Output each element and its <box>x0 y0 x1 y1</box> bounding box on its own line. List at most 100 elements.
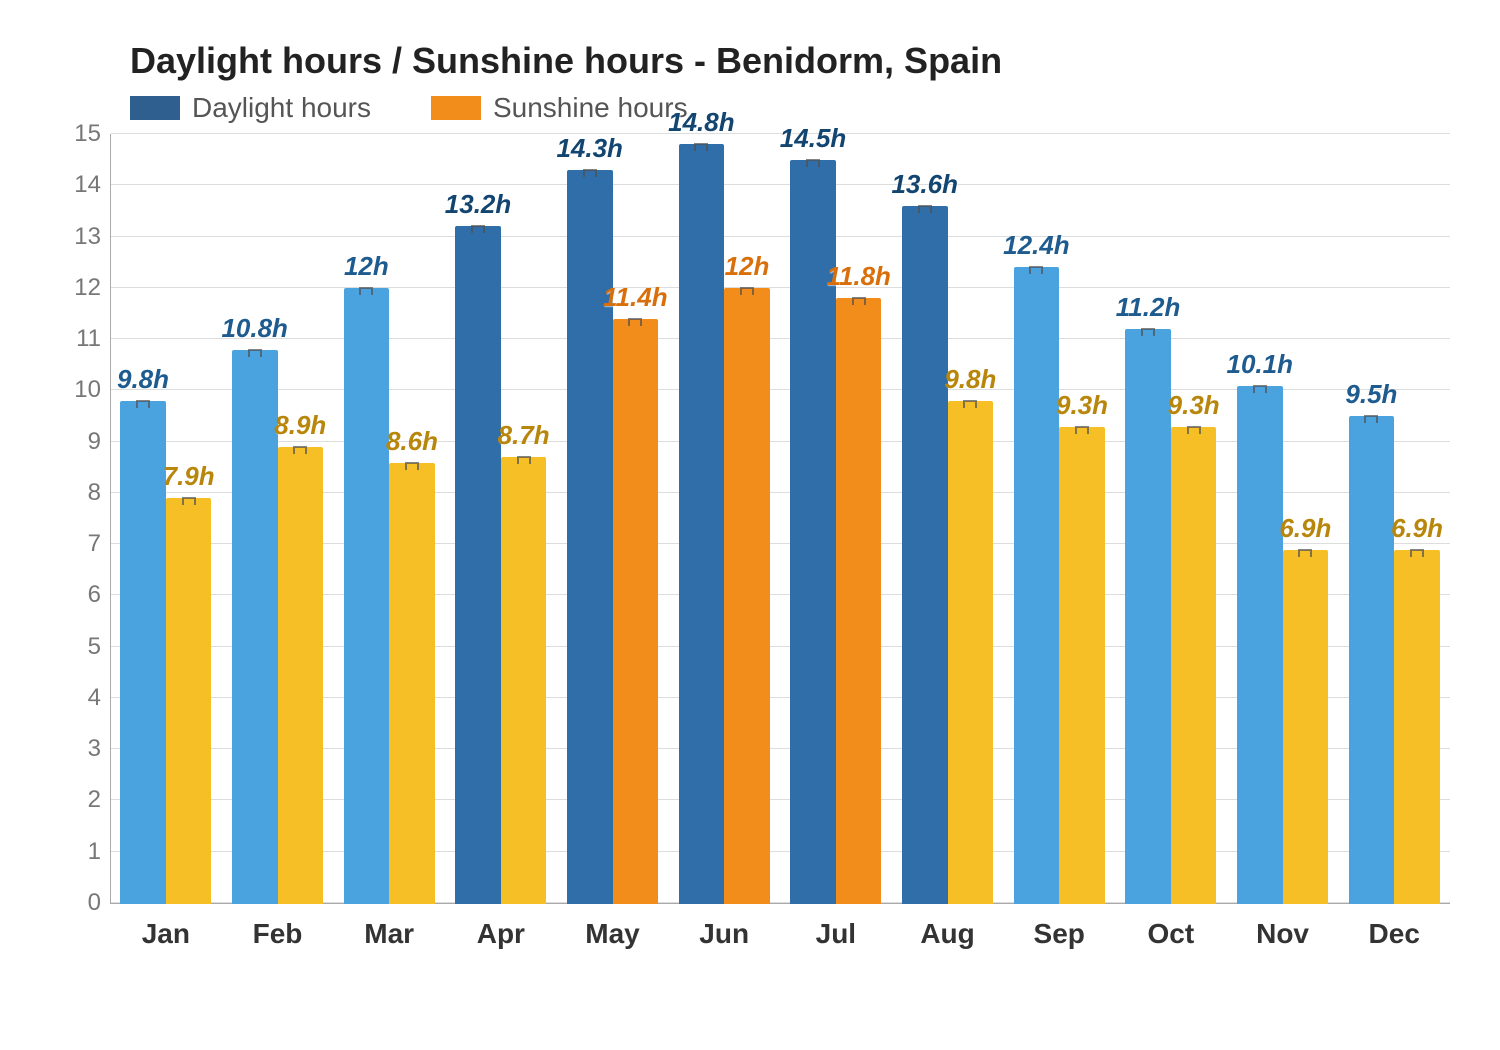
x-tick-label: Jan <box>110 918 222 950</box>
error-cap <box>963 400 977 408</box>
month-group: 11.2h9.3h <box>1115 134 1227 904</box>
y-tick-label: 10 <box>51 376 111 404</box>
legend-label-daylight: Daylight hours <box>192 92 371 124</box>
sunshine-value-label: 6.9h <box>1391 513 1443 544</box>
sunshine-value-label: 6.9h <box>1279 513 1331 544</box>
y-tick-label: 0 <box>51 889 111 917</box>
y-tick-label: 7 <box>51 530 111 558</box>
error-cap <box>1364 415 1378 423</box>
x-tick-label: Aug <box>892 918 1004 950</box>
error-cap <box>1075 426 1089 434</box>
x-tick: Nov <box>1227 904 1339 954</box>
daylight-value-label: 9.5h <box>1345 379 1397 410</box>
x-tick-label: Mar <box>333 918 445 950</box>
month-group: 10.8h 8.9h <box>222 134 334 904</box>
error-cap <box>405 462 419 470</box>
daylight-bar: 12h <box>344 288 390 904</box>
daylight-value-label: 14.5h <box>780 123 847 154</box>
x-tick: Jun <box>668 904 780 954</box>
month-group: 14.3h11.4h <box>557 134 669 904</box>
sunshine-bar: 6.9h <box>1283 550 1329 904</box>
month-group: 14.8h12h <box>668 134 780 904</box>
sunshine-value-label: 9.3h <box>1056 390 1108 421</box>
month-group: 10.1h6.9h <box>1227 134 1339 904</box>
error-cap <box>1187 426 1201 434</box>
month-group: 12h8.6h <box>333 134 445 904</box>
sunshine-bar: 9.3h <box>1059 427 1105 904</box>
chart-title: Daylight hours / Sunshine hours - Benido… <box>130 40 1470 82</box>
error-cap <box>248 349 262 357</box>
daylight-bar: 14.3h <box>567 170 613 904</box>
sunshine-bar: 7.9h <box>166 498 212 904</box>
daylight-bar: 13.6h <box>902 206 948 904</box>
x-axis: JanFebMarAprMayJunJulAugSepOctNovDec <box>110 904 1450 954</box>
sunshine-value-label: 8.7h <box>498 420 550 451</box>
error-cap <box>583 169 597 177</box>
x-tick: Apr <box>445 904 557 954</box>
x-tick: Mar <box>333 904 445 954</box>
month-group: 9.5h6.9h <box>1338 134 1450 904</box>
x-tick-label: Feb <box>222 918 334 950</box>
month-group: 13.6h9.8h <box>892 134 1004 904</box>
daylight-bar: 12.4h <box>1014 267 1060 904</box>
month-group: 12.4h9.3h <box>1003 134 1115 904</box>
y-tick-label: 14 <box>51 171 111 199</box>
daylight-bar: 11.2h <box>1125 329 1171 904</box>
legend-label-sunshine: Sunshine hours <box>493 92 688 124</box>
sunshine-bar: 8.7h <box>501 457 547 904</box>
sunshine-value-label: 8.6h <box>386 426 438 457</box>
sunshine-bar: 9.8h <box>948 401 994 904</box>
sunshine-value-label: 7.9h <box>163 461 215 492</box>
x-tick-label: Nov <box>1227 918 1339 950</box>
error-cap <box>1253 385 1267 393</box>
y-tick-label: 3 <box>51 735 111 763</box>
daylight-bar: 9.8h <box>120 401 166 904</box>
y-tick-label: 5 <box>51 633 111 661</box>
daylight-bar: 10.1h <box>1237 386 1283 904</box>
y-tick-label: 13 <box>51 223 111 251</box>
x-tick: Oct <box>1115 904 1227 954</box>
daylight-value-label: 13.6h <box>891 169 958 200</box>
error-cap <box>293 446 307 454</box>
x-tick: May <box>557 904 669 954</box>
error-cap <box>918 205 932 213</box>
daylight-bar: 9.5h <box>1349 416 1395 904</box>
error-cap <box>136 400 150 408</box>
sunshine-value-label: 9.8h <box>944 364 996 395</box>
sunshine-bar: 12h <box>724 288 770 904</box>
y-tick-label: 15 <box>51 120 111 148</box>
sunshine-bar: 8.6h <box>389 463 435 904</box>
sunshine-value-label: 11.8h <box>826 261 891 292</box>
sunshine-bar: 8.9h <box>278 447 324 904</box>
y-tick-label: 1 <box>51 838 111 866</box>
x-tick-label: Apr <box>445 918 557 950</box>
legend-item-sunshine: Sunshine hours <box>431 92 688 124</box>
x-tick-label: Jul <box>780 918 892 950</box>
x-tick: Jan <box>110 904 222 954</box>
daylight-bar: 13.2h <box>455 226 501 904</box>
x-tick: Aug <box>892 904 1004 954</box>
daylight-value-label: 13.2h <box>445 189 512 220</box>
x-tick-label: May <box>557 918 669 950</box>
legend: Daylight hours Sunshine hours <box>130 92 1470 124</box>
daylight-value-label: 11.2h <box>1116 292 1181 323</box>
daylight-value-label: 10.8h <box>221 313 288 344</box>
error-cap <box>1029 266 1043 274</box>
daylight-value-label: 14.3h <box>556 133 623 164</box>
sunshine-bar: 9.3h <box>1171 427 1217 904</box>
daylight-bar: 14.8h <box>679 144 725 904</box>
x-tick-label: Sep <box>1003 918 1115 950</box>
x-tick-label: Dec <box>1338 918 1450 950</box>
month-group: 9.8h7.9h <box>110 134 222 904</box>
error-cap <box>806 159 820 167</box>
sunshine-value-label: 8.9h <box>274 410 326 441</box>
x-tick: Sep <box>1003 904 1115 954</box>
month-group: 13.2h8.7h <box>445 134 557 904</box>
y-tick-label: 2 <box>51 786 111 814</box>
error-cap <box>517 456 531 464</box>
daylight-value-label: 9.8h <box>117 364 169 395</box>
legend-swatch-sunshine <box>431 96 481 120</box>
legend-item-daylight: Daylight hours <box>130 92 371 124</box>
daylight-value-label: 10.1h <box>1226 349 1293 380</box>
month-group: 14.5h11.8h <box>780 134 892 904</box>
